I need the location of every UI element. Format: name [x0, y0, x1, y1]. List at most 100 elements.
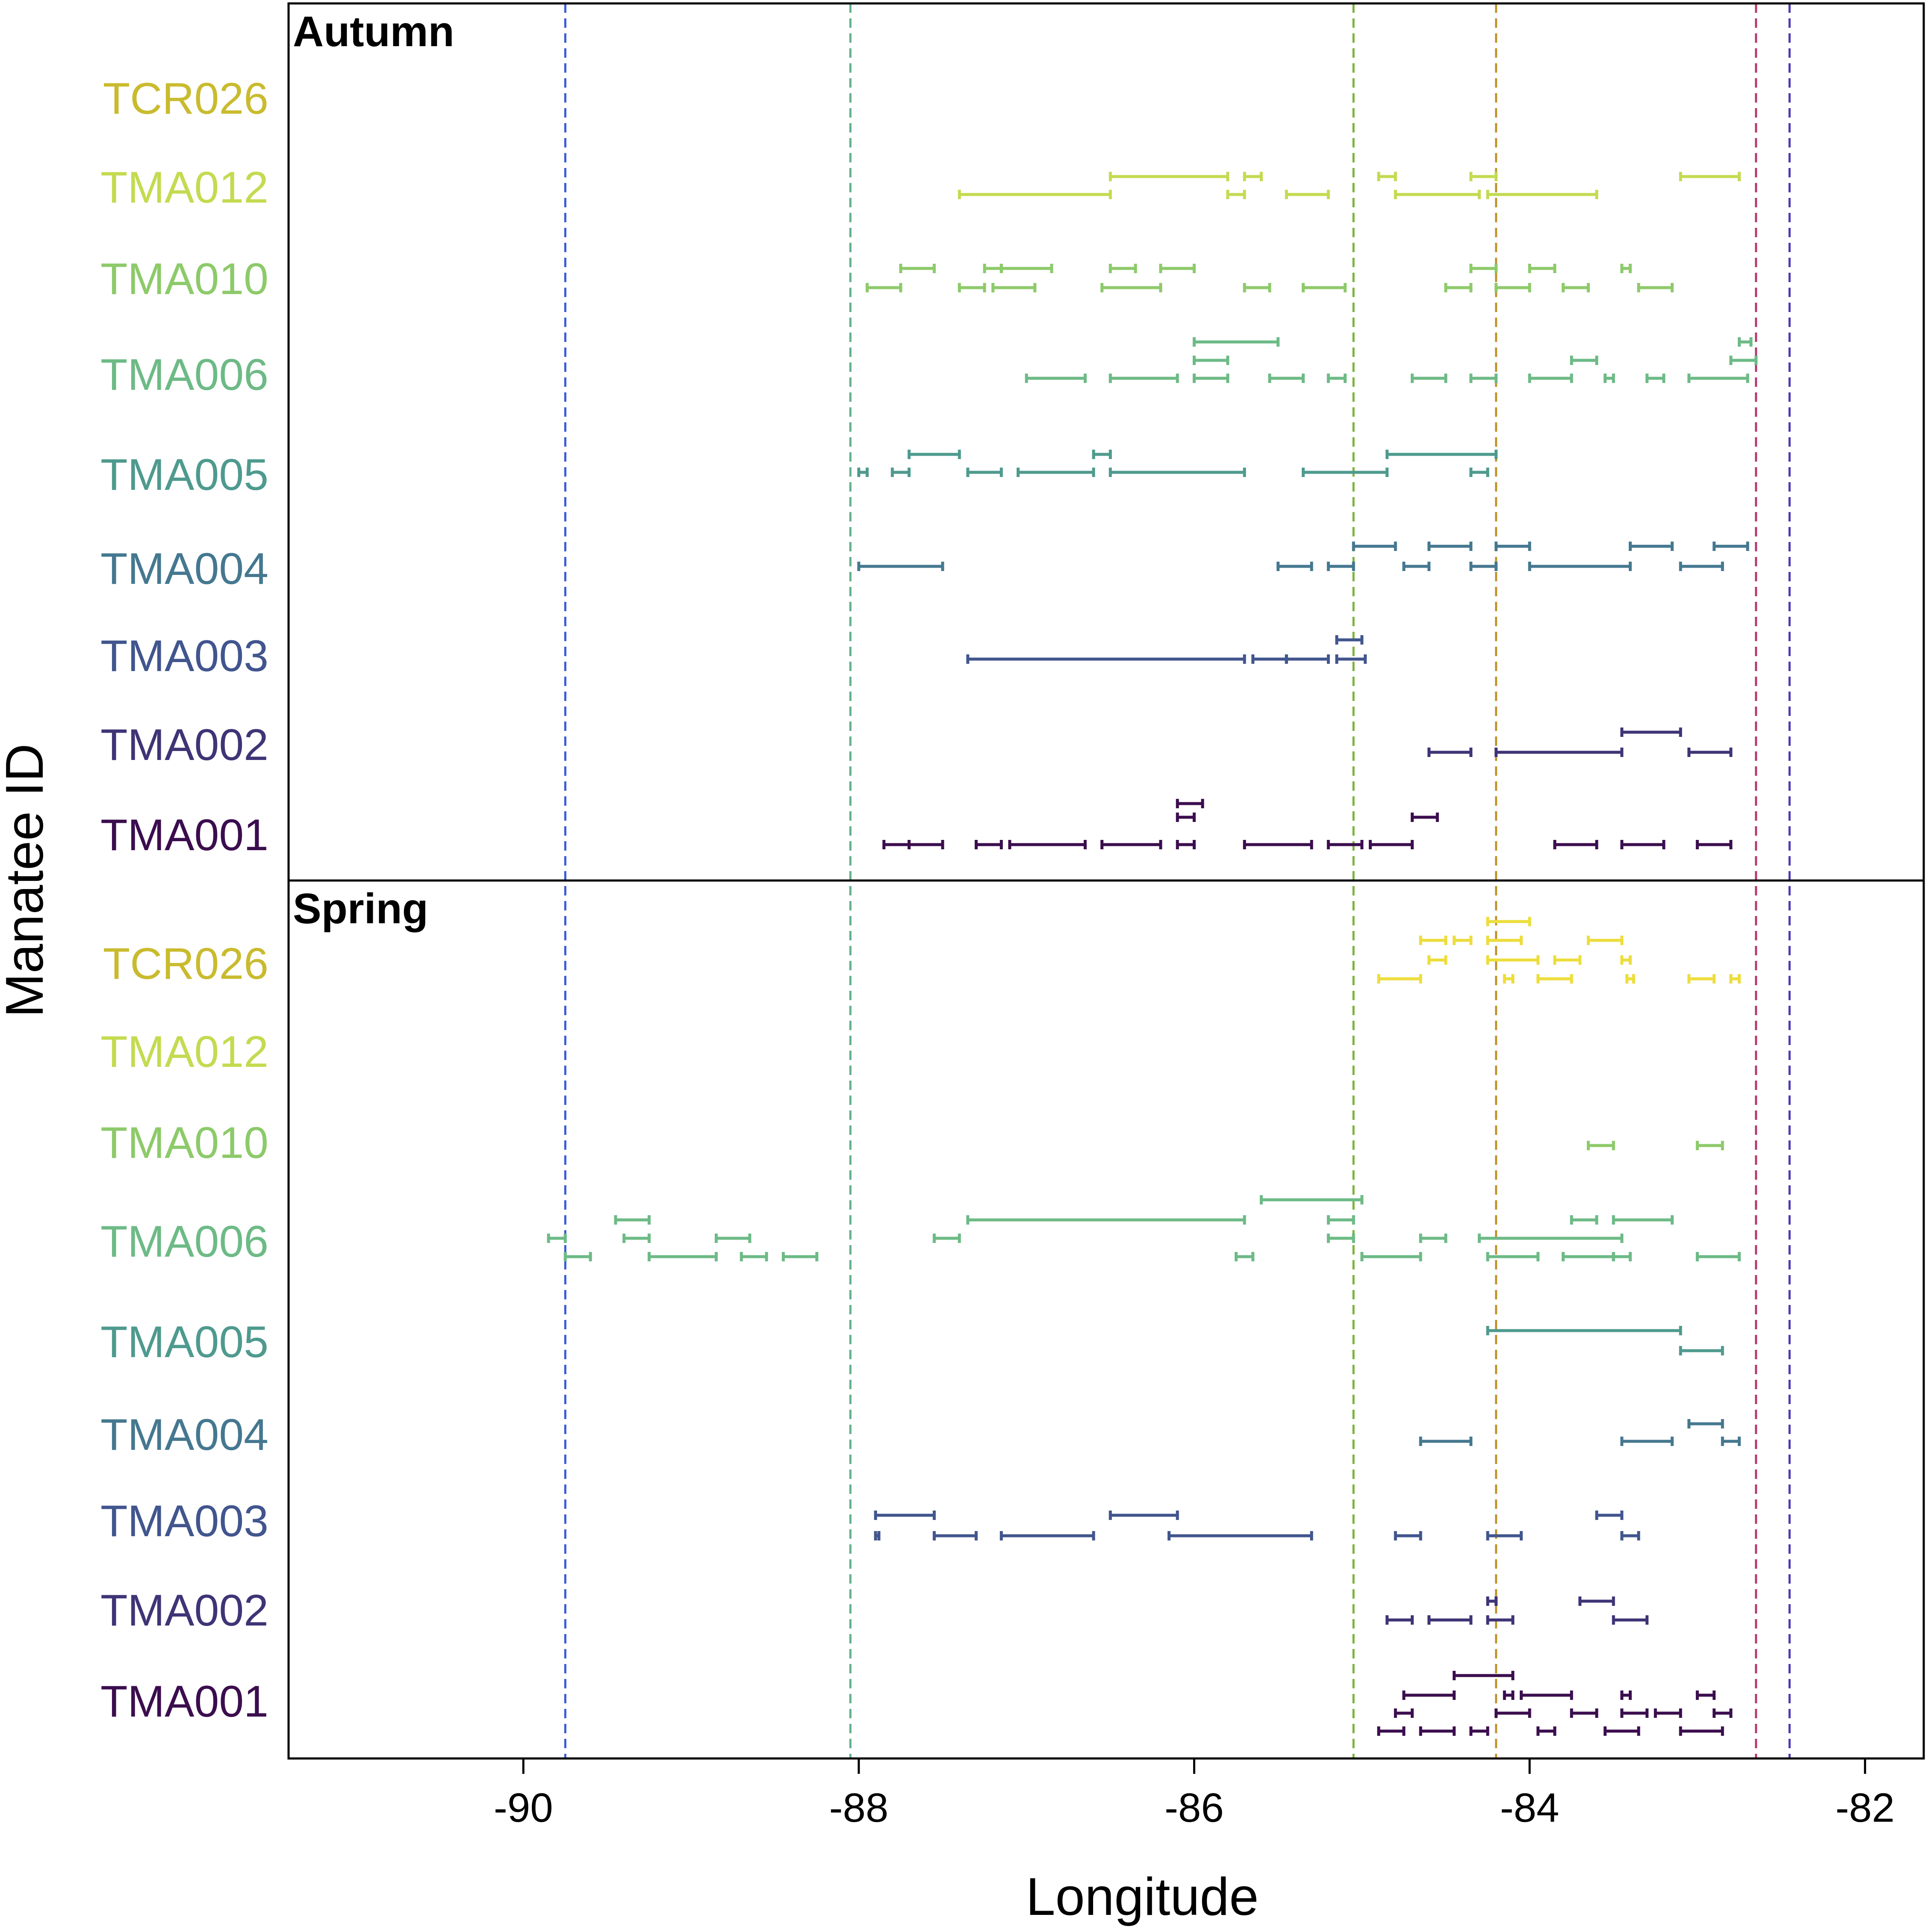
id-label-spring-tma012: TMA012	[100, 1027, 268, 1077]
range-autumn-tma002-1	[1427, 748, 1473, 757]
id-label-spring-tma005: TMA005	[100, 1317, 268, 1367]
range-autumn-tma012-2	[1377, 172, 1397, 181]
y-axis-title: Manatee ID	[0, 743, 54, 1017]
range-spring-tma010-1	[1695, 1141, 1724, 1150]
range-spring-tma006-12	[1477, 1234, 1624, 1243]
range-autumn-tma012-4	[1679, 172, 1741, 181]
range-spring-tcr026-5	[1427, 955, 1448, 965]
range-spring-tma001-3	[1519, 1690, 1573, 1700]
range-spring-tma006-3	[1327, 1215, 1355, 1225]
range-spring-tcr026-13	[1687, 974, 1716, 984]
range-autumn-tma004-8	[1402, 562, 1431, 571]
range-autumn-tma005-0	[908, 450, 961, 459]
range-spring-tma001-14	[1469, 1726, 1489, 1736]
range-autumn-tma004-4	[1713, 542, 1749, 551]
range-spring-tma001-12	[1377, 1726, 1406, 1736]
range-autumn-tma004-10	[1528, 562, 1632, 571]
id-label-spring-tma001: TMA001	[100, 1677, 268, 1726]
range-autumn-tma005-5	[966, 468, 1003, 477]
range-spring-tma006-4	[1570, 1215, 1598, 1225]
id-label-autumn-tma004: TMA004	[100, 544, 268, 594]
id-label-spring-tma006: TMA006	[100, 1217, 268, 1266]
range-spring-tma006-5	[1612, 1215, 1674, 1225]
range-spring-tma003-4	[932, 1531, 978, 1540]
id-label-autumn-tma012: TMA012	[100, 163, 268, 212]
range-autumn-tma005-7	[1108, 468, 1246, 477]
range-spring-tma001-4	[1620, 1690, 1632, 1700]
range-spring-tma001-7	[1495, 1708, 1531, 1718]
range-autumn-tma001-5	[974, 840, 1003, 849]
range-autumn-tma003-2	[1251, 654, 1288, 664]
range-spring-tma006-2	[966, 1215, 1246, 1225]
range-autumn-tma005-4	[890, 468, 911, 477]
range-autumn-tma012-1	[1243, 172, 1263, 181]
range-autumn-tma010-8	[865, 283, 902, 292]
range-autumn-tma006-14	[1645, 374, 1666, 383]
range-autumn-tma005-1	[1092, 450, 1112, 459]
range-autumn-tma001-11	[1368, 840, 1414, 849]
range-autumn-tma001-4	[908, 840, 944, 849]
range-autumn-tma012-3	[1469, 172, 1498, 181]
range-autumn-tma001-3	[882, 840, 911, 849]
range-autumn-tma010-14	[1444, 283, 1473, 292]
range-autumn-tma006-5	[1025, 374, 1087, 383]
range-autumn-tma006-11	[1469, 374, 1498, 383]
range-spring-tma002-3	[1427, 1615, 1473, 1625]
range-autumn-tma001-12	[1553, 840, 1598, 849]
range-autumn-tma006-15	[1687, 374, 1749, 383]
range-autumn-tma001-9	[1243, 840, 1313, 849]
range-spring-tma001-6	[1394, 1708, 1414, 1718]
x-tick-label-2: -86	[1164, 1785, 1224, 1831]
range-spring-tma006-13	[563, 1252, 592, 1261]
range-spring-tcr026-8	[1620, 955, 1632, 965]
range-autumn-tma010-17	[1637, 283, 1674, 292]
id-label-spring-tma004: TMA004	[100, 1410, 268, 1460]
range-autumn-tma005-6	[1017, 468, 1095, 477]
range-spring-tcr026-3	[1486, 936, 1523, 945]
range-autumn-tma006-7	[1192, 374, 1229, 383]
panel-title-autumn: Autumn	[293, 8, 454, 56]
range-spring-tcr026-0	[1486, 917, 1531, 926]
range-spring-tcr026-11	[1536, 974, 1573, 984]
range-spring-tma002-0	[1486, 1596, 1498, 1606]
range-autumn-tma006-4	[1729, 356, 1758, 365]
range-autumn-tma012-5	[958, 190, 1112, 199]
range-autumn-tma012-0	[1108, 172, 1229, 181]
range-autumn-tma004-3	[1628, 542, 1674, 551]
range-autumn-tma002-0	[1620, 727, 1682, 737]
range-spring-tma004-1	[1419, 1437, 1473, 1446]
range-autumn-tma005-2	[1386, 450, 1498, 459]
x-tick-label-1: -88	[829, 1785, 888, 1831]
range-spring-tma006-14	[647, 1252, 718, 1261]
range-autumn-tma010-10	[991, 283, 1037, 292]
range-segments	[547, 172, 1758, 1736]
range-autumn-tma012-7	[1285, 190, 1330, 199]
range-autumn-tma002-2	[1495, 748, 1624, 757]
range-spring-tcr026-14	[1729, 974, 1741, 984]
range-autumn-tma006-2	[1192, 356, 1229, 365]
range-spring-tma001-16	[1604, 1726, 1640, 1736]
range-autumn-tma002-3	[1687, 748, 1733, 757]
range-spring-tma006-10	[1327, 1234, 1355, 1243]
range-spring-tcr026-6	[1486, 955, 1540, 965]
range-autumn-tma010-13	[1301, 283, 1347, 292]
range-spring-tma002-2	[1386, 1615, 1414, 1625]
range-autumn-tma006-6	[1108, 374, 1179, 383]
range-spring-tcr026-4	[1586, 936, 1624, 945]
range-spring-tma006-11	[1419, 1234, 1448, 1243]
range-autumn-tma004-5	[857, 562, 944, 571]
range-autumn-tma010-12	[1243, 283, 1271, 292]
range-autumn-tma004-1	[1427, 542, 1473, 551]
range-autumn-tma010-15	[1495, 283, 1531, 292]
range-autumn-tma006-1	[1737, 337, 1753, 347]
range-spring-tma003-3	[874, 1531, 881, 1540]
range-autumn-tma005-9	[1469, 468, 1489, 477]
range-autumn-tma001-14	[1695, 840, 1733, 849]
id-label-autumn-tcr026: TCR026	[103, 74, 268, 124]
id-label-autumn-tma003: TMA003	[100, 631, 268, 681]
range-spring-tma006-9	[932, 1234, 961, 1243]
range-autumn-tma006-0	[1192, 337, 1280, 347]
range-autumn-tma001-8	[1176, 840, 1196, 849]
range-autumn-tma010-3	[1108, 264, 1137, 273]
x-tick-label-4: -82	[1835, 1785, 1895, 1831]
